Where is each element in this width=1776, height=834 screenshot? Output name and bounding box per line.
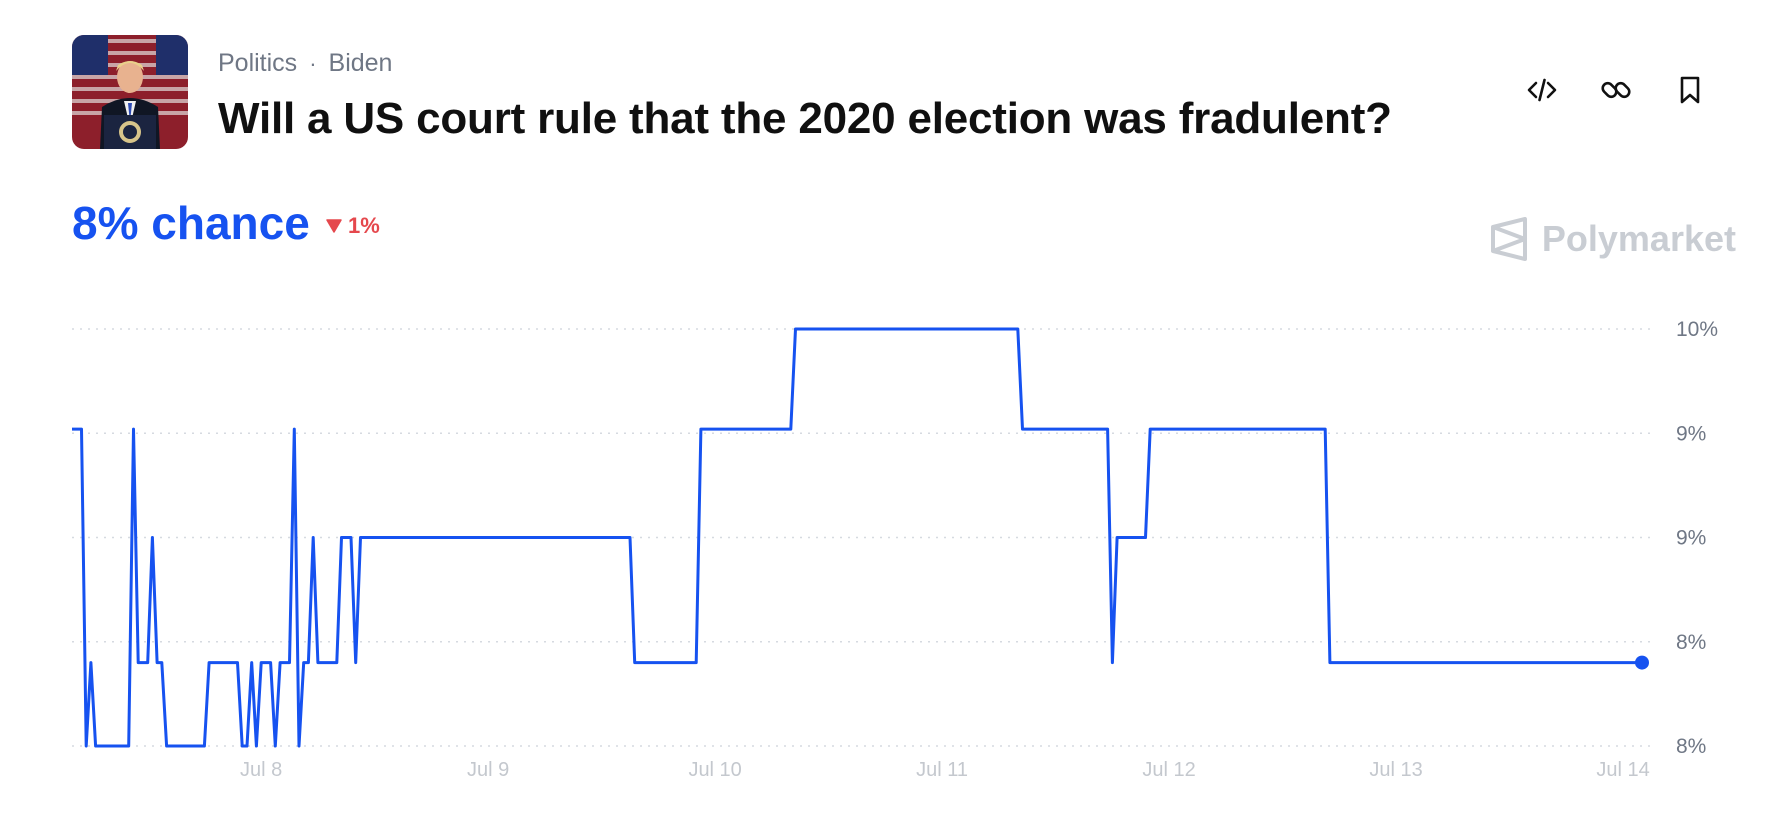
- current-chance: 8% chance: [72, 197, 310, 249]
- x-tick-label: Jul 9: [467, 759, 509, 781]
- polymarket-logo-icon: [1490, 217, 1527, 261]
- x-tick-label: Jul 11: [916, 759, 968, 781]
- breadcrumb: Politics · Biden: [218, 49, 392, 78]
- chart-gridlines: [72, 328, 1656, 747]
- x-tick-label: Jul 10: [688, 759, 741, 781]
- market-question: Will a US court rule that the 2020 elect…: [218, 94, 1392, 143]
- y-tick-label: 10%: [1676, 318, 1718, 341]
- polymarket-watermark: Polymarket: [1490, 217, 1736, 261]
- market-actions: [1526, 74, 1706, 106]
- chance-change-value: 1%: [348, 213, 380, 238]
- x-tick-label: Jul 8: [240, 759, 282, 781]
- breadcrumb-separator: ·: [309, 50, 317, 76]
- link-icon[interactable]: [1600, 74, 1632, 106]
- polymarket-wordmark: Polymarket: [1541, 218, 1736, 259]
- y-tick-label: 9%: [1676, 422, 1706, 445]
- y-tick-label: 9%: [1676, 527, 1706, 550]
- series-line: [72, 327, 1642, 748]
- y-tick-label: 8%: [1676, 631, 1706, 654]
- x-tick-label: Jul 13: [1369, 759, 1422, 781]
- code-embed-icon[interactable]: [1526, 74, 1558, 106]
- market-thumbnail-image: [72, 35, 188, 149]
- chance-change: 1%: [326, 213, 380, 239]
- x-axis: Jul 8 Jul 9 Jul 10 Jul 11 Jul 12 Jul 13 Jul 14: [240, 759, 1650, 781]
- current-value-point: [1635, 655, 1649, 670]
- x-tick-label: Jul 12: [1142, 759, 1195, 781]
- triangle-down-icon: [326, 219, 342, 233]
- x-tick-label: Jul 14: [1596, 759, 1649, 781]
- market-thumbnail: [72, 35, 188, 149]
- y-axis: 10% 9% 9% 8% 8%: [1676, 318, 1718, 758]
- y-tick-label: 8%: [1676, 735, 1706, 758]
- breadcrumb-category[interactable]: Politics: [218, 49, 298, 77]
- breadcrumb-tag[interactable]: Biden: [328, 49, 393, 77]
- bookmark-icon[interactable]: [1674, 74, 1706, 106]
